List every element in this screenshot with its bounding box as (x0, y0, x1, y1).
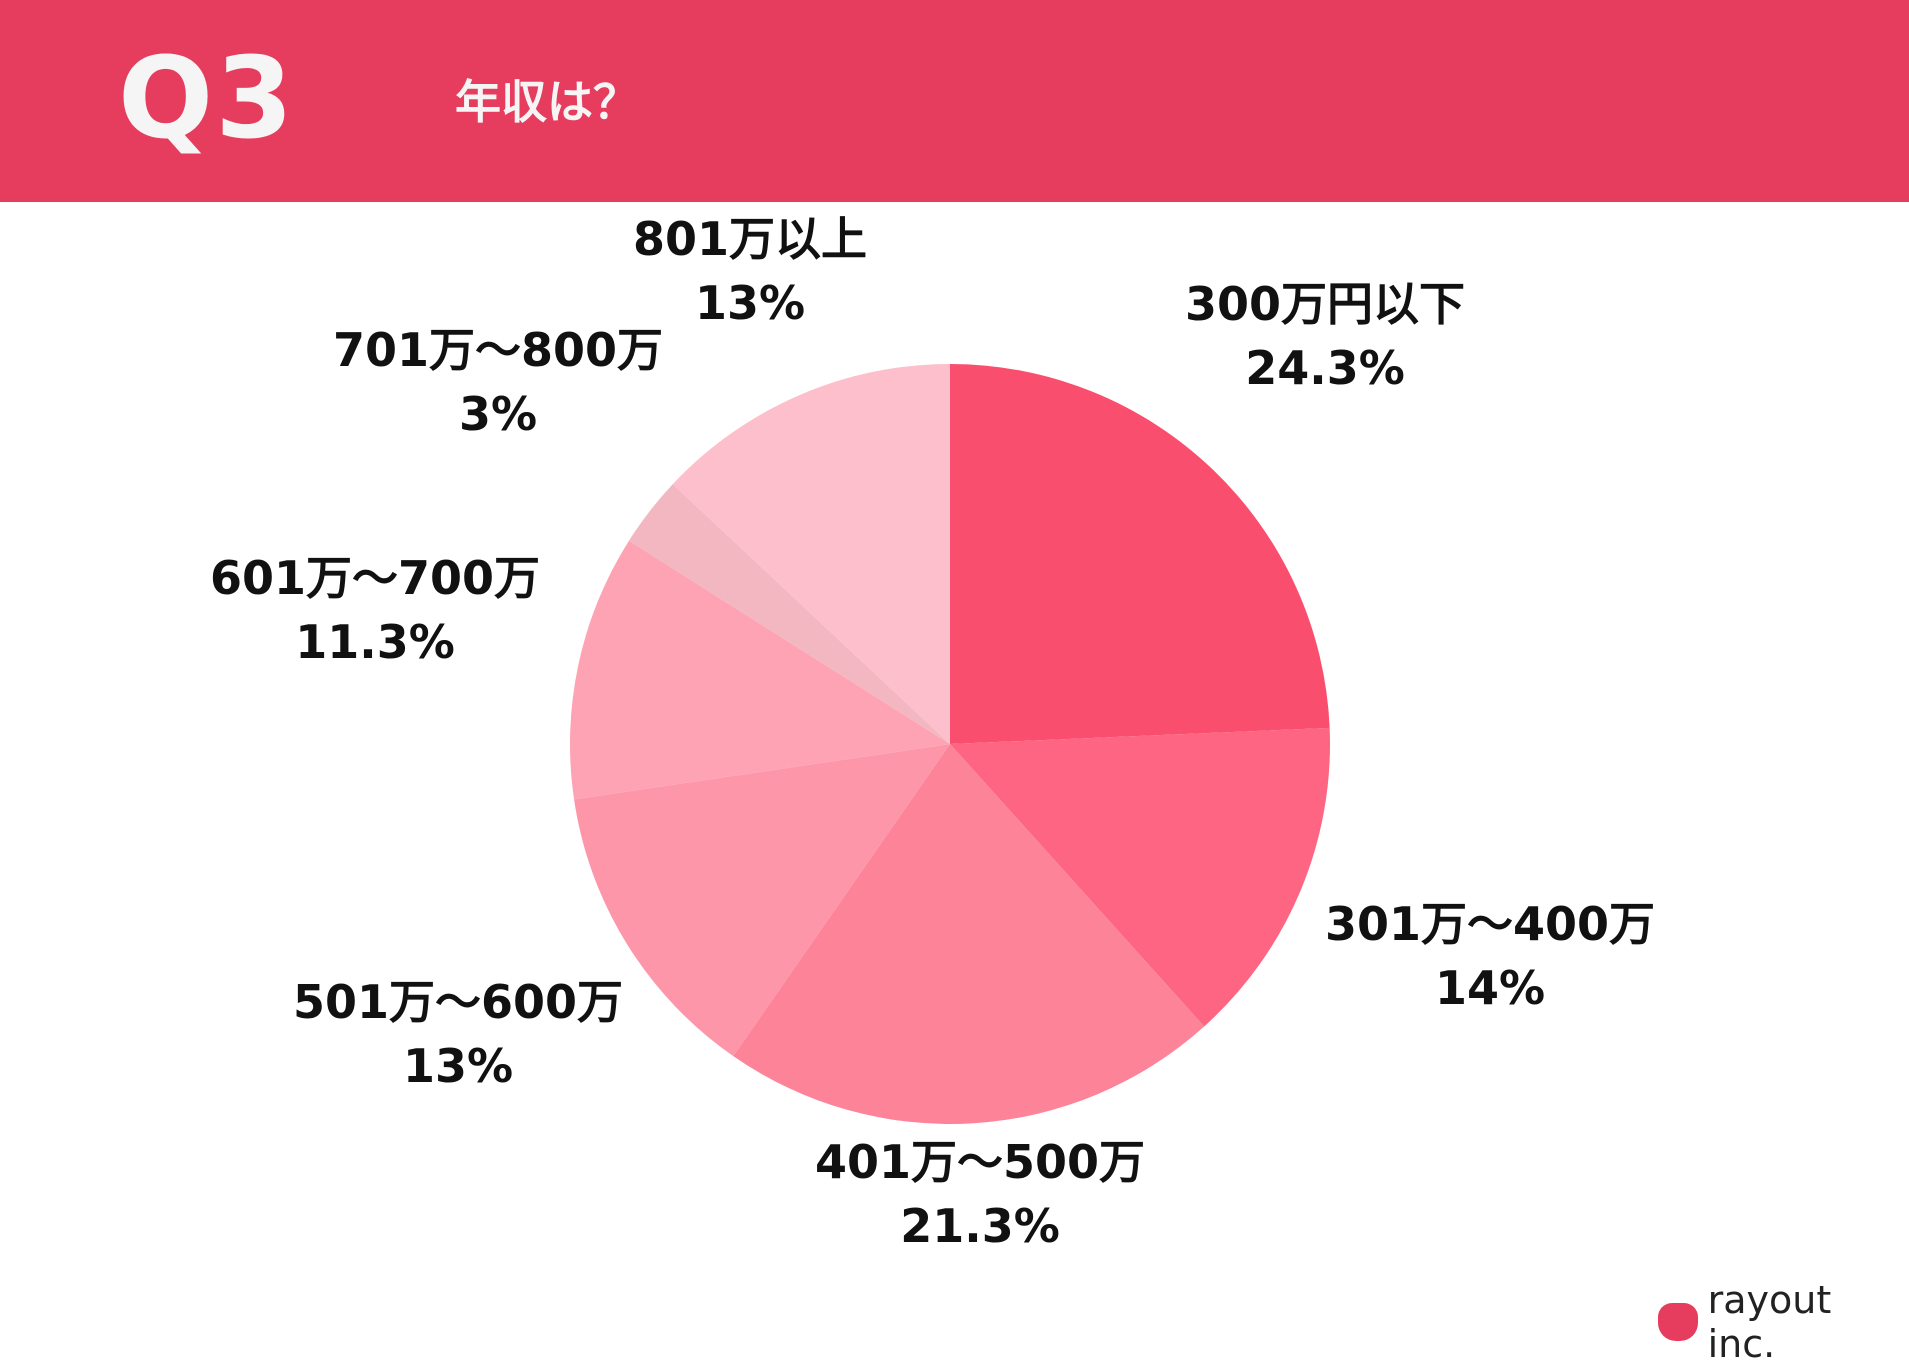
question-title: 年収は？ (455, 75, 639, 129)
slice-value-label: 13% (695, 276, 805, 330)
slice-value-label: 11.3% (295, 615, 455, 669)
brand-logo: rayout inc. (1658, 1278, 1909, 1366)
pie-slices (570, 364, 1330, 1125)
slice-value-label: 21.3% (900, 1199, 1060, 1253)
pie-slice (950, 364, 1330, 744)
pie-slice (574, 744, 950, 1057)
slice-category-label: 801万以上 (633, 212, 867, 266)
pie-slice (628, 484, 950, 744)
slice-value-label: 14% (1435, 961, 1545, 1015)
pie-slice (570, 540, 950, 800)
brand-mark-icon (1658, 1303, 1698, 1341)
slice-category-label: 401万〜500万 (815, 1135, 1145, 1189)
slice-category-label: 601万〜700万 (210, 551, 540, 605)
pie-slice (950, 727, 1330, 1027)
pie-labels: 300万円以下 24.3% 301万〜400万 14% 401万〜500万 21.3% 50… (210, 212, 1655, 1253)
slice-category-label: 701万〜800万 (333, 323, 663, 377)
brand-name: rayout inc. (1707, 1278, 1832, 1366)
slice-value-label: 13% (403, 1039, 513, 1093)
question-number: Q3 (118, 34, 296, 164)
pie-slice (733, 744, 1205, 1125)
slice-value-label: 3% (459, 387, 537, 441)
slice-category-label: 501万〜600万 (293, 975, 623, 1029)
pie-slice (672, 364, 950, 744)
slice-value-label: 24.3% (1245, 341, 1405, 395)
slice-category-label: 300万円以下 (1185, 277, 1465, 331)
header-bar: Q3 年収は？ (0, 0, 1909, 202)
slice-category-label: 301万〜400万 (1325, 897, 1655, 951)
